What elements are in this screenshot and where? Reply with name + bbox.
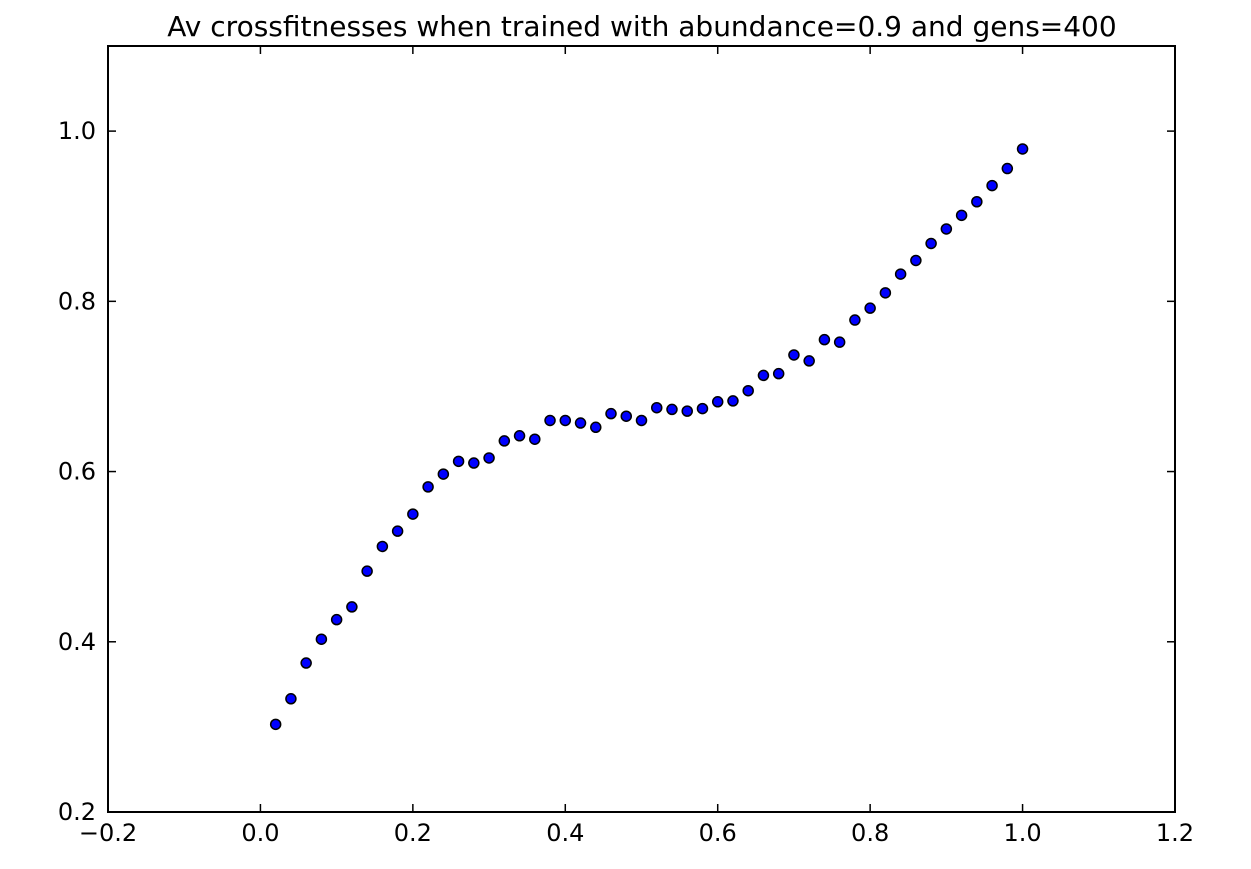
scatter-point (666, 403, 678, 416)
axis-ticks: −0.2 0.0 0.2 0.4 0.6 0.8 1.0 1.2 0.2 0.4 0.6 0.8 1.0 (58, 46, 1194, 847)
plot-frame (107, 45, 1176, 813)
scatter-point (833, 336, 846, 348)
x-tick-label: 0.4 (546, 819, 584, 847)
scatter-point (788, 349, 800, 361)
scatter-point (696, 402, 709, 415)
scatter-point (269, 718, 282, 731)
scatter-point (315, 633, 328, 645)
scatter-point (757, 369, 770, 382)
scatter-point (955, 209, 968, 222)
x-tick-label: 0.8 (851, 819, 889, 847)
scatter-point (879, 287, 892, 299)
scatter-point (650, 401, 663, 414)
scatter-point (818, 333, 831, 346)
scatter-point (300, 657, 312, 669)
scatter-point (1001, 162, 1014, 175)
marks-layer (269, 143, 1029, 731)
scatter-point (285, 693, 297, 705)
x-tick-label: 0.2 (394, 819, 432, 847)
y-tick-label: 1.0 (58, 117, 96, 145)
y-tick-label: 0.6 (58, 458, 96, 486)
scatter-point (544, 414, 556, 427)
scatter-point (894, 268, 907, 280)
scatter-point (605, 407, 617, 420)
scatter-point (483, 452, 495, 464)
scatter-point (422, 481, 434, 493)
scatter-point (529, 433, 541, 445)
scatter-point (376, 540, 389, 553)
scatter-point (910, 254, 922, 267)
scatter-point (452, 455, 465, 468)
scatter-point (407, 508, 419, 520)
x-tick-label: 0.6 (699, 819, 737, 847)
scatter-point (513, 430, 526, 442)
y-tick-label: 0.4 (58, 628, 96, 656)
scatter-point (559, 414, 572, 427)
x-tick-label: 0.0 (241, 819, 279, 847)
scatter-point (498, 435, 511, 447)
scatter-point (925, 237, 937, 250)
y-tick-label: 0.8 (58, 287, 96, 315)
scatter-point (1016, 143, 1029, 155)
x-tick-label: −0.2 (79, 819, 137, 847)
scatter-point (864, 302, 876, 314)
scatter-point (330, 613, 343, 626)
scatter-point (772, 367, 785, 380)
scatter-point (711, 396, 724, 408)
scatter-point (681, 405, 693, 417)
scatter-point (468, 457, 480, 469)
x-tick-label: 1.0 (1003, 819, 1041, 847)
scatter-point (437, 468, 450, 480)
scatter-point (590, 421, 602, 434)
scatter-point (574, 417, 587, 429)
scatter-point (971, 196, 983, 208)
scatter-point (635, 414, 648, 427)
chart-title: Av crossfitnesses when trained with abun… (167, 10, 1116, 43)
scatter-point (803, 355, 815, 367)
scatter-point (391, 525, 404, 537)
y-tick-label: 0.2 (58, 798, 96, 826)
scatter-point (346, 601, 358, 613)
scatter-point (620, 410, 633, 422)
scatter-point (361, 565, 373, 577)
x-tick-label: 1.2 (1156, 819, 1194, 847)
scatter-point (940, 223, 953, 235)
scatter-point (727, 395, 739, 407)
scatter-point (849, 314, 861, 326)
scatter-point (742, 384, 754, 397)
scatter-point (986, 179, 998, 192)
